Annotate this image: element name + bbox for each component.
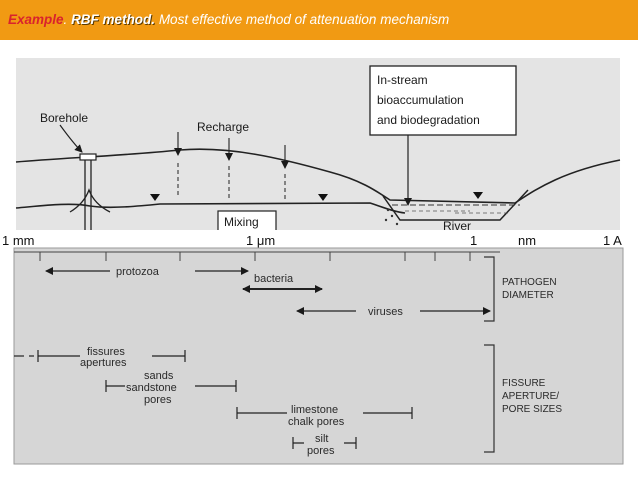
recharge-label: Recharge bbox=[197, 120, 249, 134]
fissure-label-3: PORE SIZES bbox=[502, 404, 562, 415]
water-table bbox=[15, 202, 406, 214]
limestone-label-2: chalk pores bbox=[288, 416, 345, 428]
scale-1nm-number: 1 bbox=[470, 233, 477, 248]
river-label: River bbox=[443, 219, 471, 233]
sands-label-2: sandstone bbox=[126, 382, 177, 394]
sands-label-3: pores bbox=[144, 394, 172, 406]
ground-surface bbox=[15, 148, 621, 204]
sands-label-1: sands bbox=[144, 370, 174, 382]
scale-1angstrom: 1 A bbox=[603, 233, 622, 248]
pathogen-label-1: PATHOGEN bbox=[502, 277, 557, 288]
size-comparison-chart: protozoa bacteria viruses PATHOGEN DIAME… bbox=[13, 247, 624, 465]
borehole-label: Borehole bbox=[40, 111, 88, 125]
scale-1mm: 1 mm bbox=[2, 233, 35, 248]
fissures-label-1: fissures bbox=[87, 346, 125, 358]
diagram-panel bbox=[16, 58, 620, 232]
fissure-bracket bbox=[484, 344, 495, 453]
rbf-cross-section: Borehole Recharge Mixing River In-stream… bbox=[15, 58, 621, 233]
fissure-label-1: FISSURE bbox=[502, 378, 546, 389]
silt-label-2: pores bbox=[307, 445, 335, 457]
scale-1um: 1 μm bbox=[246, 233, 275, 248]
chart-ticks bbox=[39, 252, 471, 261]
silt-label-1: silt bbox=[315, 433, 328, 445]
size-scale: 1 mm 1 μm 1 nm 1 A bbox=[0, 230, 638, 248]
in-stream-line1: In-stream bbox=[377, 73, 428, 87]
water-table-marker bbox=[318, 194, 328, 201]
header-example-label: Example bbox=[8, 12, 64, 27]
header-description: Most effective method of attenuation mec… bbox=[155, 12, 450, 27]
mixing-label: Mixing bbox=[224, 215, 259, 229]
pathogen-label-2: DIAMETER bbox=[502, 290, 554, 301]
fissure-label-2: APERTURE/ bbox=[502, 391, 559, 402]
pathogen-bracket bbox=[484, 256, 495, 322]
scale-nm-unit: nm bbox=[518, 233, 536, 248]
in-stream-line2: bioaccumulation bbox=[377, 93, 464, 107]
header-method-label: RBF method. bbox=[71, 12, 156, 27]
fissures-label-2: apertures bbox=[80, 357, 127, 369]
protozoa-label: protozoa bbox=[116, 266, 160, 278]
borehole-well bbox=[59, 124, 97, 232]
limestone-label-1: limestone bbox=[291, 404, 338, 416]
water-table-marker bbox=[150, 194, 160, 201]
drawdown-cone bbox=[69, 188, 111, 213]
in-stream-box bbox=[369, 65, 517, 136]
in-stream-line3: and biodegradation bbox=[377, 113, 480, 127]
slide-header: Example. RBF method. Most effective meth… bbox=[0, 0, 638, 40]
viruses-label: viruses bbox=[368, 306, 403, 318]
header-dot: . bbox=[63, 12, 68, 27]
river-level-marker bbox=[473, 192, 483, 199]
bacteria-label: bacteria bbox=[254, 273, 294, 285]
